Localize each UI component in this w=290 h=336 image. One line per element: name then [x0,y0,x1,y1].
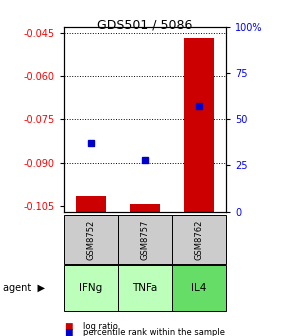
Text: GSM8762: GSM8762 [195,219,204,260]
Text: IFNg: IFNg [79,283,102,293]
Text: log ratio: log ratio [83,322,117,331]
Text: ■: ■ [64,328,72,336]
Bar [184,38,214,212]
Text: ■: ■ [64,322,72,331]
Bar [130,205,160,212]
Text: percentile rank within the sample: percentile rank within the sample [83,328,225,336]
Text: GSM8752: GSM8752 [86,219,95,259]
Text: IL4: IL4 [191,283,207,293]
Text: agent  ▶: agent ▶ [3,283,45,293]
Text: GDS501 / 5086: GDS501 / 5086 [97,18,193,32]
Bar [76,196,106,212]
Text: GSM8757: GSM8757 [140,219,150,260]
Text: TNFa: TNFa [132,283,158,293]
